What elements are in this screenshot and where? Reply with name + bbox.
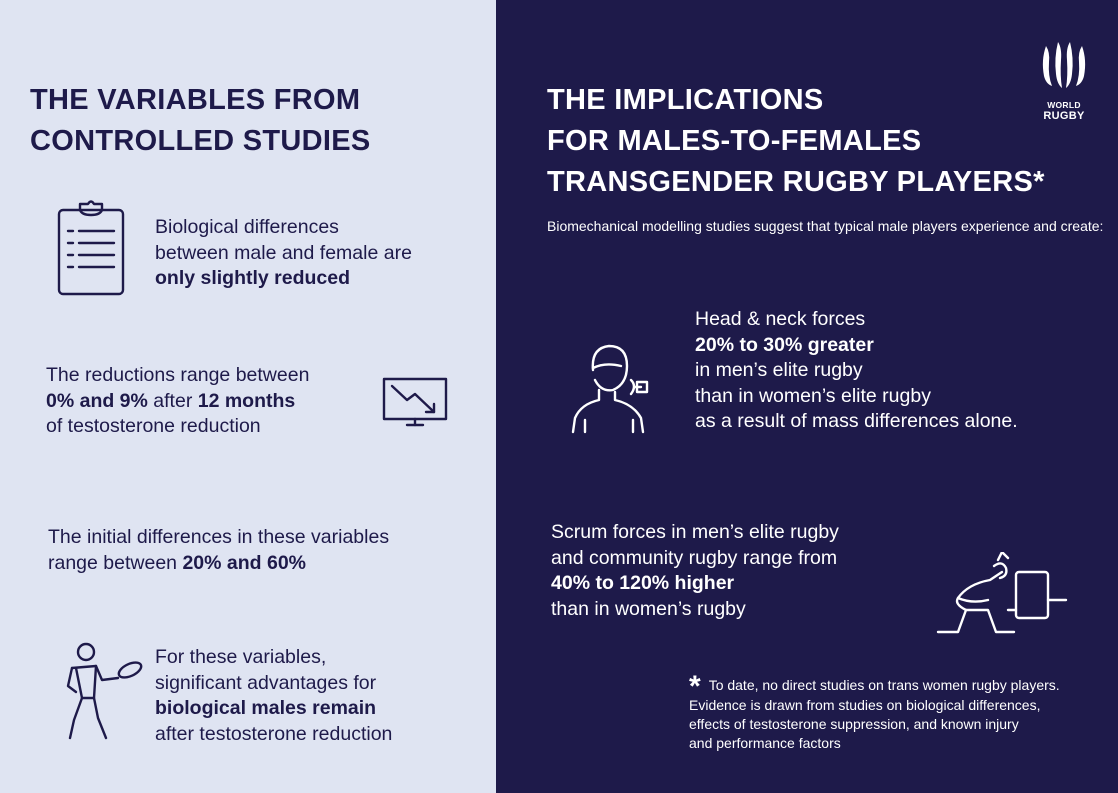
- right-heading-line: TRANSGENDER RUGBY PLAYERS*: [547, 166, 1045, 198]
- right-heading-line: FOR MALES-TO-FEMALES: [547, 125, 922, 157]
- text-line: after testosterone reduction: [155, 722, 393, 745]
- text-bold: 20% and 60%: [182, 551, 306, 574]
- left-block-3: The initial differences in these variabl…: [48, 525, 389, 576]
- text-line-bold: only slightly reduced: [155, 267, 351, 289]
- text-line: than in women’s elite rugby: [695, 384, 931, 407]
- text-line: range between 20% and 60%: [48, 551, 389, 577]
- text-line: 0% and 9% after 12 months: [46, 389, 309, 415]
- logo-text: RUGBY: [1043, 110, 1085, 122]
- text-line-bold: biological males remain: [155, 697, 377, 719]
- clipboard-icon: [57, 200, 125, 296]
- left-block-1: Biological differences between male and …: [155, 215, 412, 292]
- text-inline: range between: [48, 551, 183, 574]
- right-heading-line: THE IMPLICATIONS: [547, 84, 824, 116]
- text-line: Biological differences: [155, 216, 339, 238]
- footnote: * To date, no direct studies on trans wom…: [689, 672, 1060, 753]
- rugby-player-icon: [66, 642, 143, 740]
- text-line: of testosterone reduction: [46, 415, 261, 437]
- text-line: For these variables,: [155, 646, 327, 668]
- footnote-line: Evidence is drawn from studies on biolog…: [689, 697, 1041, 713]
- text-bold: 12 months: [197, 389, 296, 412]
- text-line: than in women’s rugby: [551, 597, 746, 620]
- text-inline: To date, no direct studies on trans wome…: [708, 677, 1060, 693]
- declining-chart-icon: [382, 377, 448, 427]
- footnote-line: * To date, no direct studies on trans wom…: [689, 672, 1060, 702]
- text-line-bold: 40% to 120% higher: [551, 572, 735, 594]
- left-heading: THE VARIABLES FROM CONTROLLED STUDIES: [30, 80, 371, 162]
- text-line-bold: 20% to 30% greater: [695, 333, 874, 356]
- left-heading-line: CONTROLLED STUDIES: [30, 125, 371, 157]
- footnote-line: and performance factors: [689, 735, 841, 751]
- right-panel: THE IMPLICATIONS FOR MALES-TO-FEMALES TR…: [496, 0, 1118, 793]
- head-neck-impact-icon: [571, 344, 649, 434]
- text-bold: 0% and 9%: [46, 389, 148, 412]
- text-line: The initial differences in these variabl…: [48, 526, 390, 548]
- rugby-ball-logo-icon: [1042, 42, 1086, 88]
- text-line: Head & neck forces: [695, 308, 866, 330]
- text-line: and community rugby range from: [551, 546, 838, 569]
- left-heading-line: THE VARIABLES FROM: [30, 84, 361, 116]
- left-block-4: For these variables, significant advanta…: [155, 645, 392, 747]
- text-line: The reductions range between: [46, 364, 310, 386]
- text-line: between male and female are: [155, 241, 412, 264]
- text-line: Scrum forces in men’s elite rugby: [551, 521, 839, 543]
- text-line: significant advantages for: [155, 671, 377, 694]
- text-inline: after: [147, 389, 198, 412]
- right-block-2: Scrum forces in men’s elite rugby and co…: [551, 520, 839, 622]
- scrum-machine-icon: [936, 552, 1068, 634]
- asterisk-icon: *: [689, 670, 701, 703]
- right-heading: THE IMPLICATIONS FOR MALES-TO-FEMALES TR…: [547, 80, 1045, 203]
- footnote-line: effects of testosterone suppression, and…: [689, 716, 1019, 732]
- left-block-2: The reductions range between 0% and 9% a…: [46, 363, 309, 440]
- world-rugby-logo: WORLD RUGBY: [1036, 40, 1092, 122]
- right-block-1: Head & neck forces 20% to 30% greater in…: [695, 307, 1018, 435]
- text-line: in men’s elite rugby: [695, 359, 863, 381]
- intro-text: Biomechanical modelling studies suggest …: [547, 218, 1104, 234]
- text-line: as a result of mass differences alone.: [695, 410, 1018, 432]
- left-panel: THE VARIABLES FROM CONTROLLED STUDIES Bi…: [0, 0, 496, 793]
- logo-text: WORLD: [1047, 100, 1081, 110]
